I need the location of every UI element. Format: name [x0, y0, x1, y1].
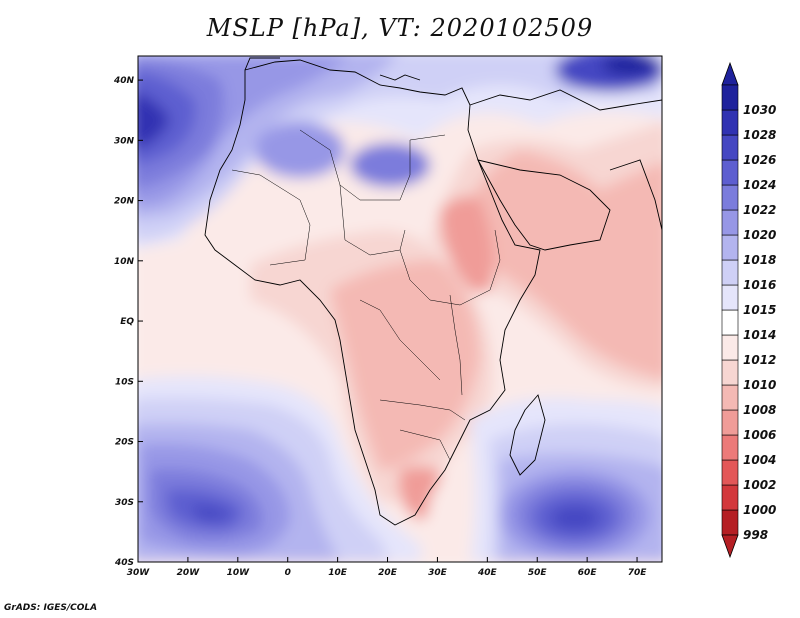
country-borders — [231, 129, 501, 461]
colorbar-swatch — [721, 384, 739, 411]
arabian-peninsula — [477, 159, 611, 251]
colorbar-label: 1000 — [743, 503, 776, 517]
colorbar-label: 1022 — [743, 203, 776, 217]
lon-tick-label: 60E — [578, 568, 598, 578]
lat-tick-label: 40N — [113, 76, 135, 86]
lon-tick-label: 20W — [177, 568, 201, 578]
colorbar-swatch — [721, 334, 739, 361]
longitude-axis: 30W 20W 10W 0 10E 20E 30E 40E 50E 60E 70E — [127, 557, 647, 578]
lat-tick-label: 40S — [114, 558, 134, 568]
colorbar-label: 1008 — [743, 403, 776, 417]
lat-tick-label: 20N — [114, 197, 135, 207]
colorbar-swatch — [721, 234, 739, 261]
lon-tick-label: 20E — [378, 568, 398, 578]
lon-tick-label: 30E — [428, 568, 448, 578]
colorbar-swatch — [721, 409, 739, 436]
credit-label: GrADS: IGES/COLA — [4, 603, 98, 613]
colorbar-swatch — [721, 134, 739, 161]
colorbar-label: 1014 — [743, 328, 776, 342]
colorbar-label: 1030 — [743, 103, 776, 117]
colorbar-label: 1012 — [743, 353, 776, 367]
colorbar-label: 1004 — [743, 453, 776, 467]
colorbar-label: 1024 — [743, 178, 776, 192]
colorbar-swatch — [721, 209, 739, 236]
iberia-coast — [244, 57, 280, 71]
colorbar-swatch — [721, 359, 739, 386]
colorbar-label: 1020 — [743, 228, 776, 242]
colorbar: 998 1000 1002 1004 1006 1008 1010 1012 1014 1015 1… — [721, 61, 776, 559]
colorbar-swatch — [721, 84, 739, 111]
lat-tick-label: 30N — [114, 136, 135, 146]
colorbar-label: 1026 — [743, 153, 776, 167]
lon-tick-label: 40E — [477, 568, 498, 578]
colorbar-top-arrow — [721, 61, 739, 86]
colorbar-swatch — [721, 184, 739, 211]
middle-east-coastline — [469, 89, 662, 111]
lon-tick-label: 0 — [285, 568, 291, 578]
colorbar-swatch — [721, 159, 739, 186]
lon-tick-label: 70E — [628, 568, 648, 578]
colorbar-label: 1015 — [743, 303, 776, 317]
iran-india-coast — [609, 159, 662, 231]
colorbar-bottom-arrow — [721, 534, 739, 559]
pressure-field — [138, 56, 662, 562]
colorbar-swatch — [721, 309, 739, 336]
colorbar-swatch — [721, 509, 739, 536]
colorbar-label: 1002 — [743, 478, 776, 492]
lon-tick-label: 50E — [528, 568, 548, 578]
coastlines — [204, 57, 662, 526]
lat-tick-label: 10N — [114, 257, 135, 267]
lon-tick-label: 10E — [328, 568, 348, 578]
lon-tick-label: 10W — [227, 568, 251, 578]
lat-tick-label: 20S — [115, 438, 134, 448]
plot-frame — [137, 55, 663, 563]
colorbar-label: 1018 — [743, 253, 776, 267]
colorbar-label: 1006 — [743, 428, 776, 442]
chart-title: MSLP [hPa], VT: 2020102509 — [206, 14, 594, 42]
colorbar-swatch — [721, 284, 739, 311]
latitude-axis: 40N 30N 20N 10N EQ 10S 20S 30S 40S — [113, 76, 143, 568]
colorbar-label: 1028 — [743, 128, 776, 142]
colorbar-swatch — [721, 459, 739, 486]
colorbar-swatch — [721, 484, 739, 511]
colorbar-swatch — [721, 259, 739, 286]
lat-tick-label: 30S — [115, 498, 134, 508]
colorbar-swatch — [721, 434, 739, 461]
madagascar — [509, 394, 546, 476]
lon-tick-label: 30W — [127, 568, 151, 578]
africa-coastline — [204, 59, 541, 526]
colorbar-label: 998 — [743, 528, 768, 542]
italy-greece-coast — [379, 74, 421, 81]
lat-tick-label: 10S — [115, 377, 134, 387]
colorbar-label: 1010 — [743, 378, 776, 392]
colorbar-swatch — [721, 109, 739, 136]
lat-tick-label: EQ — [120, 317, 134, 327]
colorbar-label: 1016 — [743, 278, 776, 292]
